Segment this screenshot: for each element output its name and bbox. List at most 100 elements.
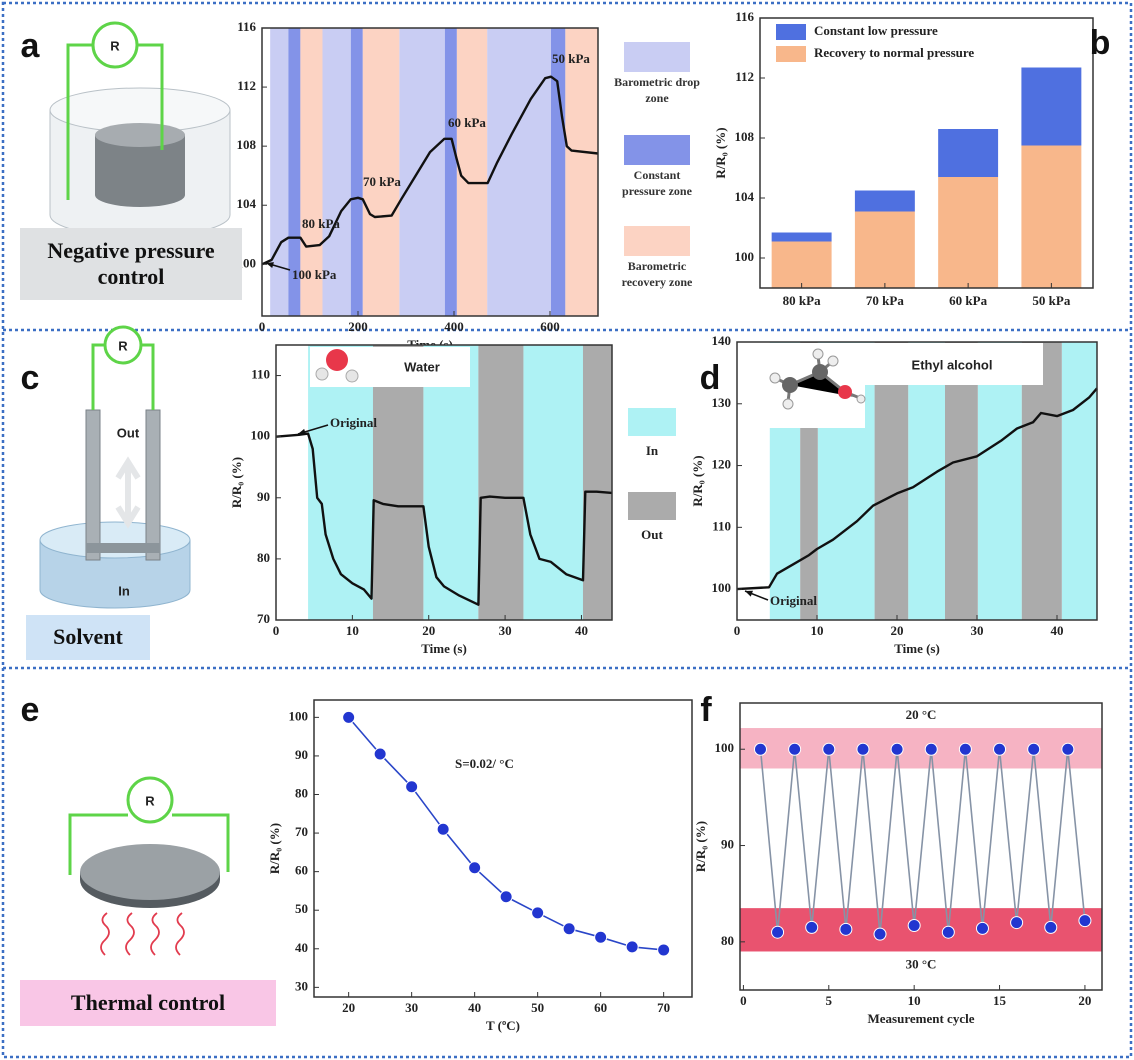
data-point — [958, 742, 972, 756]
x-tick-label: 0 — [259, 319, 266, 334]
x-axis-label: Time (s) — [421, 641, 467, 656]
illustration-caption: Thermal control — [20, 980, 276, 1026]
data-line — [736, 387, 1098, 591]
x-tick-label: 50 — [531, 1000, 544, 1015]
range-band — [740, 908, 1102, 952]
zone-band — [565, 28, 598, 316]
legend-label: Constant pressure zone — [622, 168, 692, 199]
legend-swatch — [624, 135, 690, 165]
y-axis-label: R/R₀ (%) — [229, 457, 244, 508]
x-tick-label: 5 — [826, 993, 833, 1008]
x-tick-label: 600 — [540, 319, 560, 334]
y-tick-label: 80 — [295, 785, 308, 800]
zone-band — [423, 345, 479, 620]
band-label: 30 °C — [906, 956, 937, 971]
zone-band — [523, 345, 583, 620]
legend-label: Barometric recovery zone — [621, 259, 693, 290]
legend-label: In — [646, 443, 659, 458]
legend-swatch — [628, 492, 676, 520]
legend-swatch — [624, 42, 690, 72]
panel-label: d — [700, 359, 721, 397]
y-tick-label: 80 — [721, 933, 734, 948]
annotation: 70 kPa — [363, 174, 401, 189]
y-tick-label: 80 — [257, 550, 270, 565]
y-tick-label: 104 — [735, 189, 755, 204]
bar-segment — [1021, 145, 1082, 288]
zone-band — [350, 28, 363, 316]
data-point — [1078, 914, 1092, 928]
data-point — [1061, 742, 1075, 756]
x-tick-label: 20 — [342, 1000, 355, 1015]
annotation: 50 kPa — [552, 51, 590, 66]
data-point — [342, 710, 356, 724]
y-tick-label: 100 — [712, 580, 732, 595]
annotation: 60 kPa — [448, 115, 486, 130]
plot-frame — [739, 702, 1103, 991]
y-tick-label: 90 — [257, 489, 270, 504]
data-line — [261, 75, 599, 266]
y-tick-label: 108 — [237, 137, 257, 152]
annotation: S=0.02/ °C — [455, 756, 514, 771]
bar-segment — [938, 177, 999, 288]
x-tick-label: 70 — [657, 1000, 670, 1015]
illustration-caption: Negative pressure control — [20, 228, 242, 300]
data-point — [771, 925, 785, 939]
bar-segment — [1021, 67, 1082, 146]
ethanol-title-box: Ethyl alcohol — [760, 343, 1043, 428]
data-point — [436, 822, 450, 836]
x-tick-label: 200 — [348, 319, 368, 334]
bar-segment — [771, 241, 832, 288]
zone-band — [478, 345, 524, 620]
y-tick-label: 60 — [295, 863, 308, 878]
beaker-in-label: In — [118, 583, 130, 598]
water-title-box: Water — [310, 347, 470, 387]
zone-band — [1061, 342, 1097, 620]
y-tick-label: 90 — [295, 747, 308, 762]
y-tick-label: 70 — [257, 611, 270, 626]
annotation: Original — [770, 593, 817, 608]
x-tick-label: 80 kPa — [783, 293, 821, 308]
y-axis-label: R/R₀ (%) — [690, 455, 705, 506]
annotation-arrowhead — [266, 262, 274, 269]
data-point — [856, 742, 870, 756]
y-tick-label: 116 — [735, 9, 754, 24]
data-point — [924, 742, 938, 756]
zone-band — [322, 28, 351, 316]
resistor-label: R — [110, 38, 120, 53]
x-tick-label: 30 — [971, 623, 984, 638]
zone-band — [456, 28, 488, 316]
data-point — [993, 742, 1007, 756]
x-tick-label: 30 — [499, 623, 512, 638]
x-tick-label: 10 — [908, 993, 921, 1008]
data-point — [941, 925, 955, 939]
x-axis-label: T (ºC) — [486, 1018, 520, 1033]
legend-swatch — [776, 24, 806, 40]
bar-segment — [938, 129, 999, 177]
zone-band — [874, 342, 909, 620]
x-tick-label: 40 — [1051, 623, 1064, 638]
bar-segment — [854, 190, 915, 212]
legend-label: Recovery to normal pressure — [814, 45, 974, 60]
y-tick-label: 70 — [295, 824, 308, 839]
x-tick-label: 10 — [346, 623, 359, 638]
y-tick-label: 120 — [712, 457, 732, 472]
y-tick-label: 100 — [735, 249, 755, 264]
data-point — [873, 927, 887, 941]
plot-frame — [275, 344, 613, 621]
data-point — [822, 742, 836, 756]
resistor-label: R — [118, 338, 128, 353]
x-tick-label: 20 — [422, 623, 435, 638]
y-axis-label: R/R₀ (%) — [267, 823, 282, 874]
x-tick-label: 20 — [891, 623, 904, 638]
y-tick-label: 104 — [237, 196, 257, 211]
zone-band — [908, 342, 945, 620]
data-point — [1010, 916, 1024, 930]
x-tick-label: 40 — [575, 623, 588, 638]
legend-swatch — [628, 408, 676, 436]
x-tick-label: 40 — [468, 1000, 481, 1015]
band-label: 20 °C — [906, 707, 937, 722]
panel-label: c — [21, 359, 40, 397]
data-point — [753, 742, 767, 756]
